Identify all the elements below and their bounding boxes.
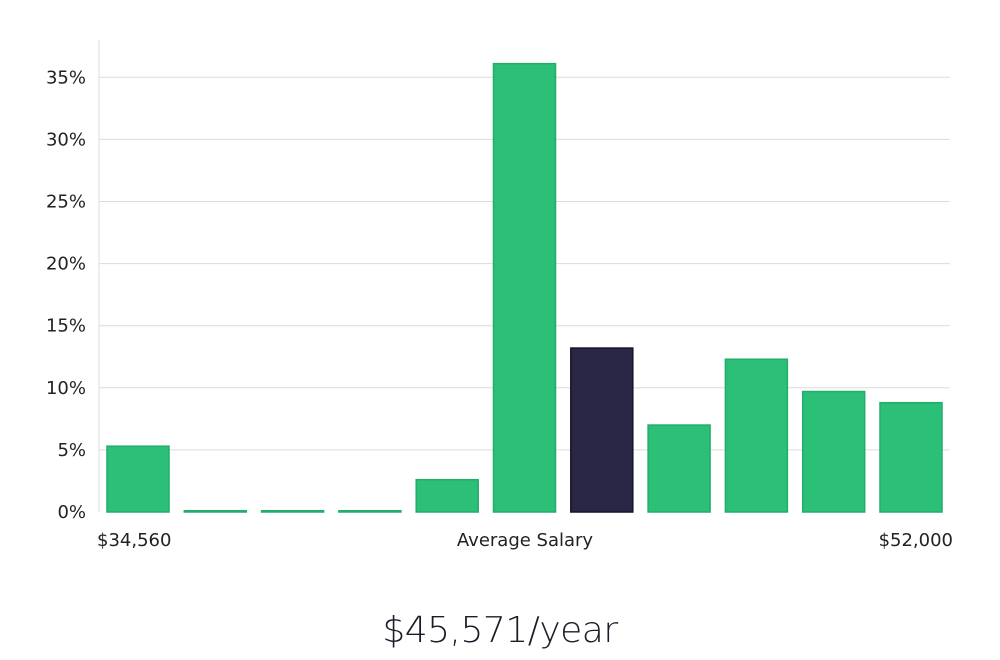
salary-histogram-chart: 0% 5% 10% 15% 20% 25% 30% 35% [46, 40, 950, 523]
x-label-average: Average Salary [456, 530, 594, 551]
y-tick-label: 20% [46, 254, 86, 275]
average-salary-value: $45,571/year [382, 610, 618, 651]
bar [338, 510, 402, 513]
y-tick-label: 15% [46, 316, 86, 337]
x-label-min: $34,560 [97, 530, 172, 551]
y-tick-label: 35% [46, 67, 86, 88]
bars [106, 62, 943, 513]
bar [183, 510, 248, 513]
y-tick-labels: 0% 5% 10% 15% 20% 25% 30% 35% [46, 67, 86, 523]
bar [879, 401, 943, 513]
bar-highlighted [570, 347, 634, 513]
y-tick-label: 10% [46, 378, 86, 399]
bar [415, 478, 479, 513]
y-tick-label: 30% [46, 129, 86, 150]
bar [106, 445, 170, 513]
y-tick-label: 5% [57, 440, 86, 461]
bar [647, 424, 711, 513]
x-label-max: $52,000 [878, 530, 953, 551]
y-tick-label: 25% [46, 192, 86, 213]
y-tick-label: 0% [57, 502, 86, 523]
bar [724, 358, 789, 513]
bar [492, 62, 557, 513]
bar [260, 510, 325, 513]
bar [801, 390, 866, 513]
